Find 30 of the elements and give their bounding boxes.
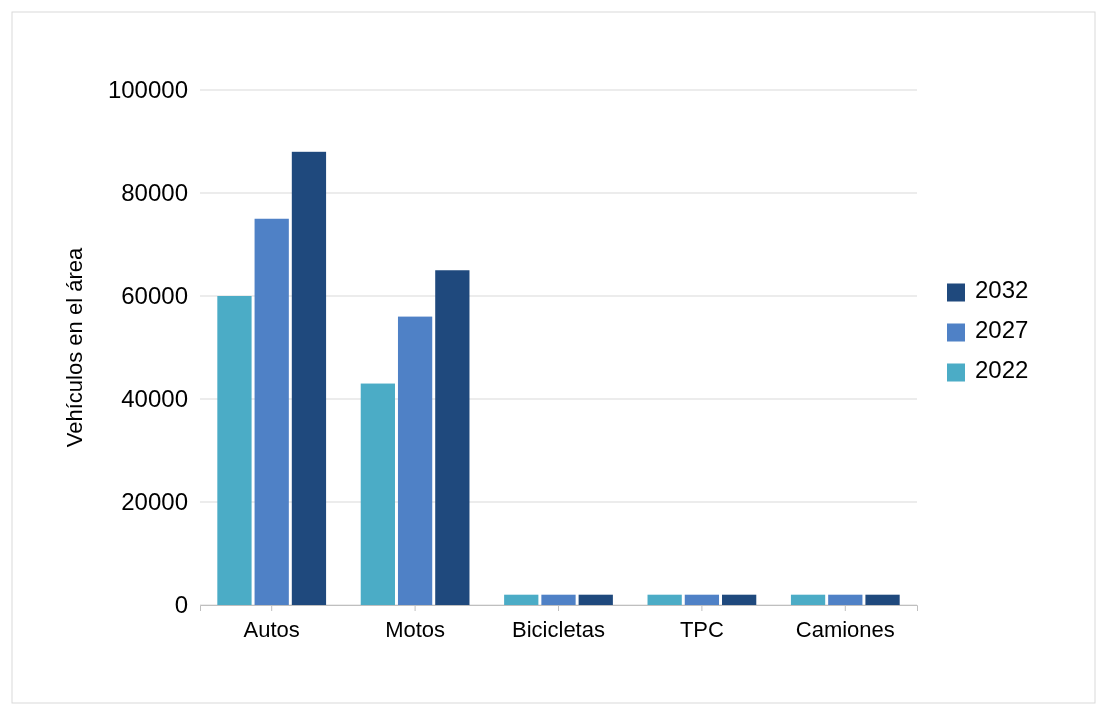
x-tick-label: TPC <box>679 616 725 642</box>
x-tick-label: Bicicletas <box>512 616 605 642</box>
bar <box>828 594 863 605</box>
bar <box>865 594 900 605</box>
bar <box>397 316 433 605</box>
y-tick-label: 60000 <box>121 282 188 310</box>
x-tick-label: Motos <box>385 616 446 642</box>
y-tick-label: 100000 <box>107 76 188 104</box>
bar <box>291 151 327 605</box>
y-tick-label: 40000 <box>121 385 188 413</box>
legend-label: 2027 <box>975 315 1029 343</box>
bar <box>790 594 826 605</box>
y-tick-label: 80000 <box>121 179 188 207</box>
legend-label: 2032 <box>975 275 1029 303</box>
bar <box>722 594 757 605</box>
bar <box>578 594 613 605</box>
legend-label: 2022 <box>975 355 1029 383</box>
x-tick-label: Autos <box>243 616 300 642</box>
y-tick-label: 20000 <box>121 488 188 516</box>
x-tick-label: Camiones <box>795 616 895 642</box>
bar <box>541 594 576 605</box>
bar <box>254 218 289 605</box>
bar <box>435 270 470 605</box>
bar <box>647 594 682 605</box>
bar <box>360 383 395 605</box>
y-axis-title: Vehículos en el área <box>62 247 87 448</box>
bar <box>684 594 720 605</box>
y-tick-label: 0 <box>174 591 188 619</box>
bar <box>504 594 539 605</box>
bar <box>217 296 252 605</box>
